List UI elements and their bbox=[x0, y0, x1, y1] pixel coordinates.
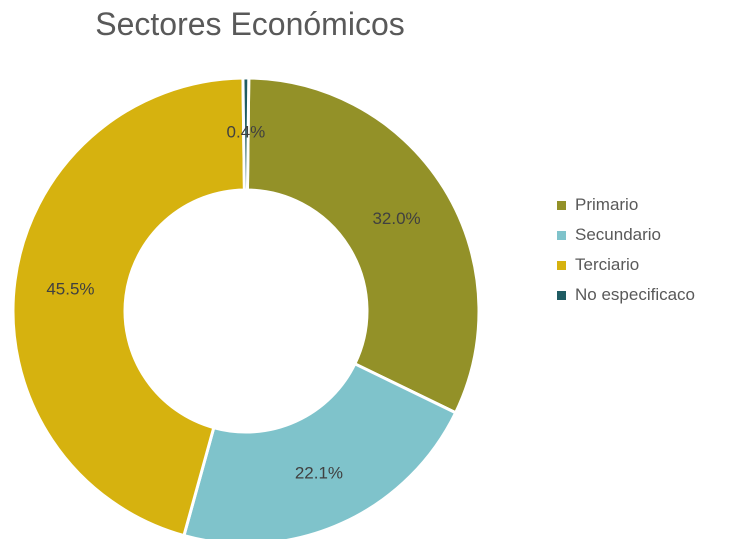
slice-secundario bbox=[182, 361, 458, 539]
slice-no-especificaco bbox=[241, 76, 251, 192]
slice-label-secundario: 22.1% bbox=[295, 463, 343, 482]
slice-primario bbox=[245, 76, 481, 415]
slice-label-terciario: 45.5% bbox=[46, 279, 94, 298]
donut-slices bbox=[11, 76, 481, 539]
slice-labels: 32.0% 22.1% 45.5% 0.4% bbox=[46, 123, 420, 483]
slice-label-primario: 32.0% bbox=[372, 209, 420, 228]
legend-label-no-especificaco: No especificaco bbox=[575, 285, 696, 304]
legend-item-primario: Primario bbox=[557, 190, 695, 220]
slice-label-no-especificaco: 0.4% bbox=[227, 123, 266, 142]
legend-swatch-no-especificaco bbox=[557, 290, 566, 300]
legend-item-terciario: Terciario bbox=[557, 250, 695, 280]
legend-swatch-secundario bbox=[557, 230, 566, 240]
legend-label-terciario: Terciario bbox=[575, 255, 640, 274]
legend-label-primario: Primario bbox=[575, 195, 639, 214]
legend-swatch-primario bbox=[557, 200, 566, 210]
chart-title: Sectores Económicos bbox=[95, 6, 405, 42]
legend-item-secundario: Secundario bbox=[557, 220, 695, 250]
legend-label-secundario: Secundario bbox=[575, 225, 662, 244]
legend-swatch-terciario bbox=[557, 260, 566, 270]
legend-item-no-especificaco: No especificaco bbox=[557, 280, 695, 310]
slice-terciario bbox=[11, 76, 246, 538]
legend: Primario Secundario Terciario No especif… bbox=[557, 190, 695, 310]
